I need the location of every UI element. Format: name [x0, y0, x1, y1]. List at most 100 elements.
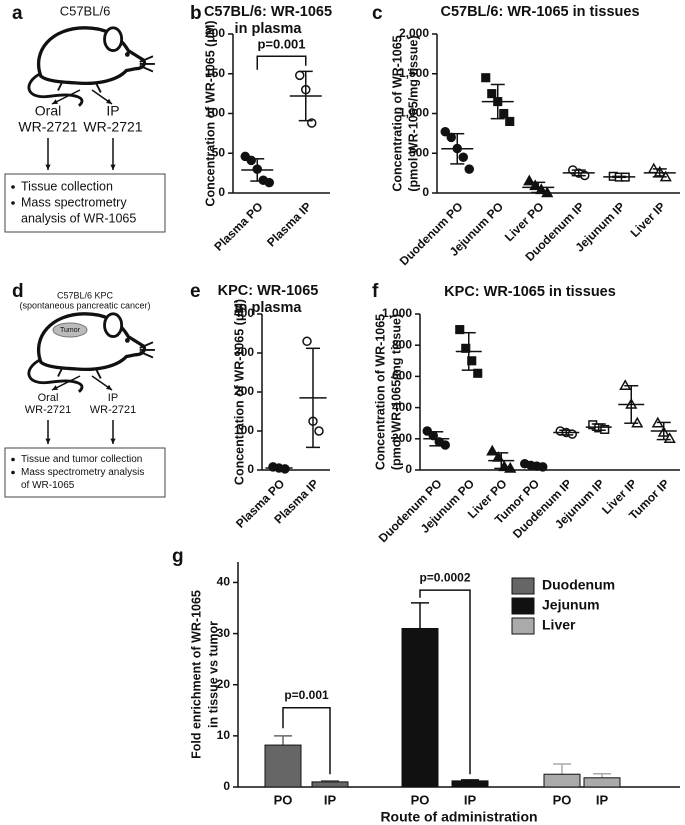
sd-bar [429, 431, 444, 447]
data-point [295, 70, 305, 81]
y-tick-label: 0 [422, 185, 429, 199]
data-point [499, 108, 509, 119]
data-point [523, 174, 536, 186]
sd-bar [272, 466, 286, 470]
sd-bar [526, 463, 541, 468]
mouse-part [27, 72, 84, 107]
data-point [458, 152, 468, 162]
x-tick-label: Plasma PO [211, 199, 265, 253]
x-tick-label: IP [464, 792, 477, 807]
bar [401, 627, 439, 788]
step-text: Mass spectrometry [21, 195, 127, 209]
arrow-head [110, 164, 116, 170]
x-tick-label: IP [324, 792, 337, 807]
route-label: WR-2721 [83, 119, 142, 135]
strain-label: C57BL/6 [60, 3, 111, 18]
mouse-part [57, 55, 155, 93]
y-tick-label: 100 [205, 106, 225, 120]
data-point [440, 440, 450, 450]
y-tick-label: 200 [392, 431, 412, 445]
chart-title: KPC: WR-1065 in tissues [444, 284, 616, 300]
y-axis-label: (pmol WR-1065/mg tissue) [389, 314, 403, 470]
bar [543, 773, 581, 788]
data-point [455, 325, 465, 335]
y-tick-label: 10 [217, 728, 231, 742]
strain-label: (spontaneous pancreatic cancer) [19, 300, 150, 310]
y-tick-label: 1,000 [399, 106, 429, 120]
x-tick-label: IP [596, 792, 609, 807]
mouse-part [103, 312, 124, 339]
y-tick-label: 100 [234, 423, 254, 437]
sd-bar [624, 385, 639, 424]
data-point [440, 127, 450, 137]
legend-swatch [511, 597, 535, 615]
significance-bracket [282, 706, 331, 775]
sd-bar [559, 429, 574, 436]
route-label: Oral [38, 392, 59, 404]
data-point [505, 116, 515, 127]
y-tick-label: 300 [234, 345, 254, 359]
data-point [302, 336, 312, 347]
y-tick-label: 200 [234, 384, 254, 398]
y-axis-label: Concentration of WR-1065 [390, 35, 404, 191]
y-tick-label: 0 [223, 779, 230, 793]
y-tick-label: 30 [217, 626, 231, 640]
route-label: Oral [35, 103, 61, 119]
data-point [473, 368, 483, 378]
significance-bracket [419, 589, 471, 775]
x-tick-label: Liver IP [628, 199, 669, 240]
y-axis-label: Concentration of WR-1065 (μM) [232, 299, 246, 485]
mouse-part [103, 26, 124, 53]
arrow-head [110, 438, 116, 444]
y-tick-label: 2,000 [399, 26, 429, 40]
steps-box [4, 173, 166, 233]
data-point [481, 73, 491, 83]
bar [583, 777, 621, 788]
data-point [600, 424, 610, 434]
y-tick-label: 1,500 [399, 66, 429, 80]
arrow-head [45, 164, 51, 170]
x-tick-label: PO [411, 792, 430, 807]
y-tick-label: 200 [205, 26, 225, 40]
y-axis-label: Fold enrichment of WR-1065 [189, 590, 203, 759]
sd-bar [652, 168, 667, 178]
data-point [567, 429, 577, 439]
panel-label: b [190, 3, 202, 24]
significance-label: p=0.001 [284, 688, 329, 702]
panel-label: e [190, 281, 201, 302]
y-tick-label: 1,000 [382, 306, 412, 320]
panel-label: c [372, 3, 383, 24]
tumor-spot [52, 322, 88, 338]
data-point [467, 356, 477, 366]
bar [311, 781, 349, 788]
sd-bar [571, 169, 586, 177]
sd-bar [494, 452, 509, 470]
panel-label: d [12, 281, 24, 302]
mouse-icon [27, 26, 155, 107]
step-text: Mass spectrometry analysis [21, 467, 144, 478]
arrow-head [52, 385, 58, 390]
y-tick-label: 400 [392, 400, 412, 414]
y-tick-label: 150 [205, 66, 225, 80]
y-tick-label: 20 [217, 677, 231, 691]
sd-bar [612, 175, 627, 179]
legend-label: Duodenum [542, 577, 615, 593]
sd-bar [450, 132, 465, 165]
y-axis-label: in tissue vs tumor [206, 621, 220, 728]
sd-bar [461, 331, 476, 371]
mouse-part [124, 52, 130, 57]
panel-label: f [372, 281, 379, 302]
steps-box [4, 447, 166, 498]
step-text: Tissue collection [21, 179, 113, 193]
legend-label: Jejunum [542, 597, 600, 613]
x-axis-label: Route of administration [380, 809, 537, 825]
data-point [264, 177, 274, 188]
bullet [11, 201, 15, 205]
data-point [314, 426, 324, 436]
sd-bar [490, 83, 505, 120]
arrow-head [52, 99, 58, 104]
route-label: IP [108, 392, 118, 404]
strain-label: C57BL/6 KPC [57, 290, 114, 300]
sd-bar [531, 181, 546, 194]
